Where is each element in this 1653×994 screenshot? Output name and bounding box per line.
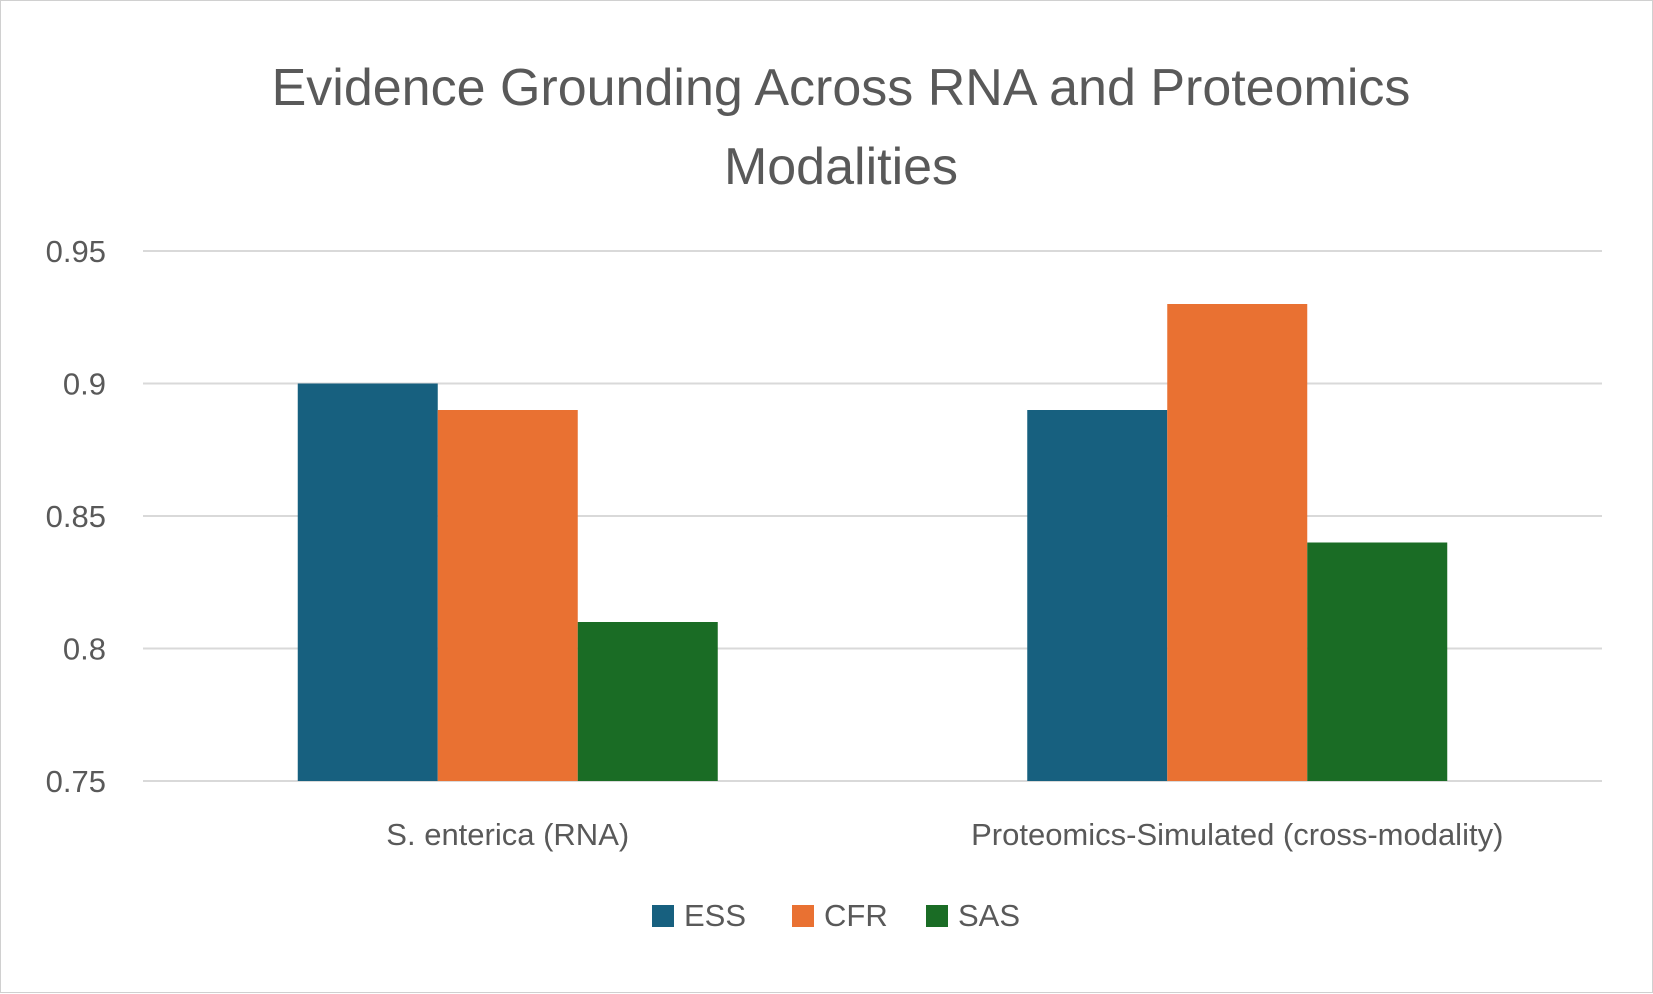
legend-swatch-sas [926, 905, 948, 927]
x-axis-category-labels: S. enterica (RNA) Proteomics-Simulated (c… [386, 817, 1503, 852]
bar-sas [577, 622, 718, 781]
y-axis-tick-labels: 0.75 0.8 0.85 0.9 0.95 [46, 234, 106, 799]
legend-label-sas: SAS [958, 898, 1020, 933]
bar-cfr [1167, 304, 1308, 781]
bar-cfr [437, 410, 578, 781]
legend-label-ess: ESS [684, 898, 746, 933]
bar-sas [1307, 542, 1448, 781]
legend-swatch-ess [652, 905, 674, 927]
x-category-label: Proteomics-Simulated (cross-modality) [971, 817, 1503, 852]
legend-label-cfr: CFR [824, 898, 888, 933]
y-tick-label: 0.75 [46, 764, 106, 799]
chart-title-line-2: Modalities [724, 138, 958, 196]
y-tick-label: 0.95 [46, 234, 106, 269]
bar-ess [297, 383, 438, 781]
legend: ESS CFR SAS [652, 898, 1020, 933]
chart-title-line-1: Evidence Grounding Across RNA and Proteo… [272, 59, 1411, 117]
y-tick-label: 0.9 [63, 367, 106, 402]
bars [297, 304, 1448, 781]
legend-swatch-cfr [792, 905, 814, 927]
x-category-label: S. enterica (RNA) [386, 817, 629, 852]
y-tick-label: 0.85 [46, 499, 106, 534]
bar-ess [1027, 410, 1168, 781]
y-tick-label: 0.8 [63, 632, 106, 667]
